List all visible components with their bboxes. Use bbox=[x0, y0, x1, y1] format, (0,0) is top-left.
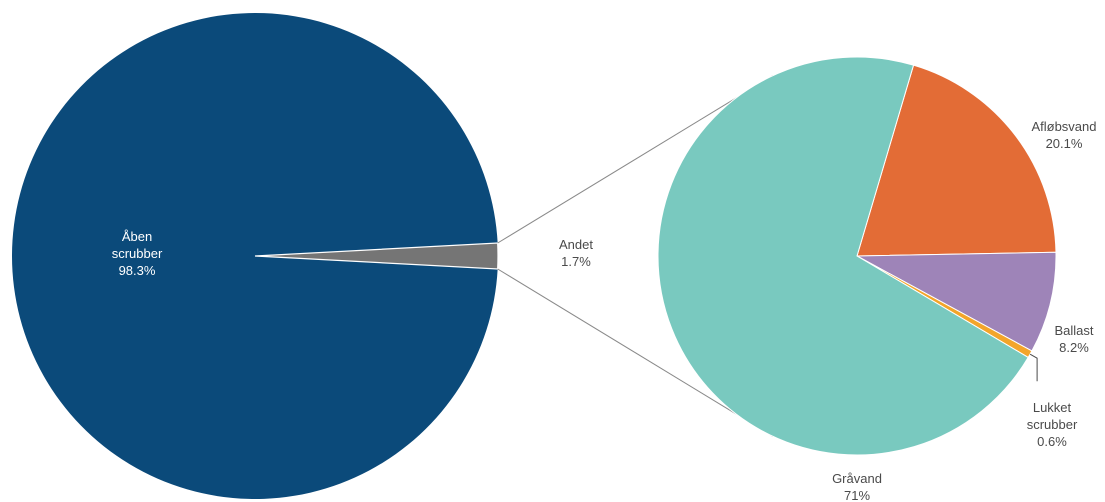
data-labels: Åben scrubber 98.3% Andet 1.7% Gråvand 71% Aflø… bbox=[112, 119, 1097, 502]
label-andet: Andet 1.7% bbox=[559, 237, 593, 269]
label-aben-scrubber: Åben scrubber 98.3% bbox=[112, 229, 163, 278]
slice-aflobsvand bbox=[856, 64, 1057, 257]
label-ballast: Ballast 8.2% bbox=[1054, 323, 1093, 355]
leader-line-lukket-scrubber bbox=[1029, 353, 1038, 382]
slice-gravand bbox=[657, 56, 1029, 456]
connector-lines bbox=[497, 75, 774, 437]
label-aflobsvand: Afløbsvand 20.1% bbox=[1031, 119, 1096, 151]
slice-aben-scrubber bbox=[11, 12, 498, 499]
connector-line-bottom bbox=[497, 268, 774, 437]
label-gravand: Gråvand 71% bbox=[832, 471, 882, 502]
label-lukket-scrubber: Lukket scrubber 0.6% bbox=[1027, 400, 1078, 449]
main-pie bbox=[11, 12, 499, 499]
slice-ballast bbox=[855, 251, 1057, 352]
sub-pie bbox=[657, 56, 1057, 456]
connector-line-top bbox=[497, 75, 774, 244]
slice-andet bbox=[254, 242, 499, 270]
